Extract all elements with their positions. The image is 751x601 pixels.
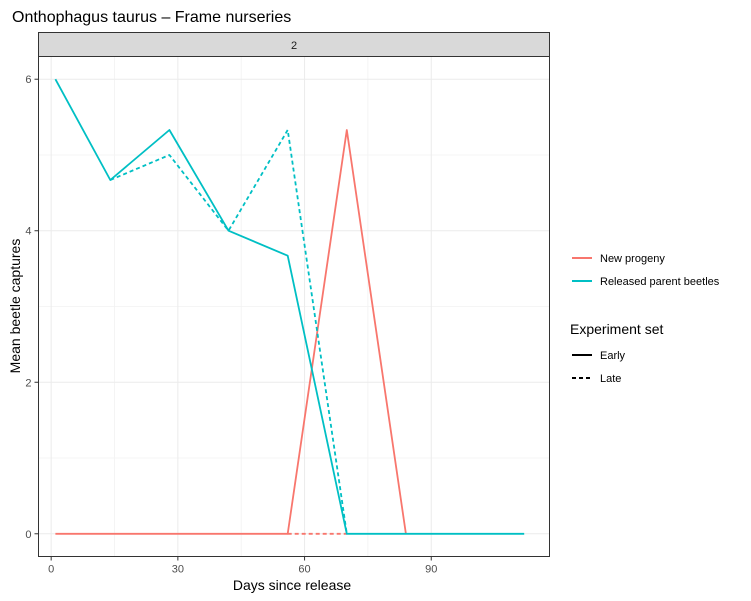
legend-title-experiment-set: Experiment set — [570, 321, 663, 337]
x-axis-title: Days since release — [233, 577, 351, 593]
facet-strip-label: 2 — [291, 40, 297, 52]
chart-title: Onthophagus taurus – Frame nurseries — [12, 9, 291, 26]
legend: New progeny Released parent beetles Expe… — [570, 253, 720, 385]
x-axis: 0 30 60 90 — [48, 556, 437, 576]
legend-label-late: Late — [600, 373, 621, 385]
y-axis: 0 2 4 6 — [25, 74, 39, 541]
grid-minor — [38, 56, 550, 557]
x-tick-label: 90 — [425, 564, 437, 576]
y-tick-label: 0 — [25, 529, 31, 541]
x-tick-label: 30 — [172, 564, 184, 576]
x-tick-label: 0 — [48, 564, 54, 576]
legend-label-released-parent-beetles: Released parent beetles — [600, 276, 720, 288]
y-tick-label: 4 — [25, 226, 31, 238]
y-axis-title: Mean beetle captures — [7, 239, 23, 374]
x-tick-label: 60 — [298, 564, 310, 576]
plot-border — [38, 56, 550, 557]
facet-strip — [38, 32, 550, 57]
series-line-released-parent-beetles-early — [54, 78, 525, 535]
legend-label-early: Early — [600, 350, 626, 362]
series-layer — [54, 78, 525, 535]
y-tick-label: 2 — [25, 377, 31, 389]
legend-label-new-progeny: New progeny — [600, 253, 665, 265]
y-tick-label: 6 — [25, 74, 31, 86]
series-line-released-parent-beetles-late — [109, 129, 348, 534]
series-line-new-progeny-early — [55, 129, 407, 535]
